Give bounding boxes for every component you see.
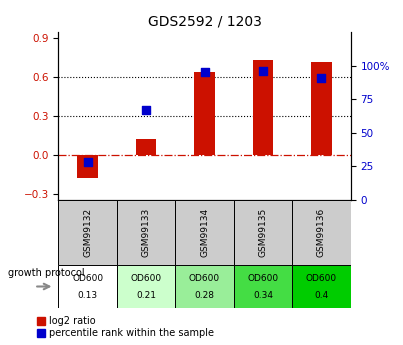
Text: 0.21: 0.21	[136, 292, 156, 300]
Text: 0.4: 0.4	[314, 292, 328, 300]
Bar	[194, 72, 215, 155]
Bar	[58, 265, 117, 308]
Point	[318, 75, 325, 80]
Bar	[292, 265, 351, 308]
Point	[85, 160, 91, 165]
Bar	[234, 200, 292, 265]
Bar	[253, 60, 273, 155]
Text: OD600: OD600	[247, 274, 278, 283]
Text: OD600: OD600	[131, 274, 162, 283]
Bar	[292, 200, 351, 265]
Text: OD600: OD600	[72, 274, 103, 283]
Legend: log2 ratio, percentile rank within the sample: log2 ratio, percentile rank within the s…	[37, 316, 214, 338]
Text: 0.13: 0.13	[78, 292, 98, 300]
Text: GSM99136: GSM99136	[317, 208, 326, 257]
Text: GSM99133: GSM99133	[141, 208, 151, 257]
Text: GSM99134: GSM99134	[200, 208, 209, 257]
Bar	[58, 200, 117, 265]
Point	[260, 68, 266, 74]
Text: 0.28: 0.28	[195, 292, 214, 300]
Text: growth protocol: growth protocol	[8, 268, 85, 278]
Bar	[175, 200, 234, 265]
Bar	[117, 200, 175, 265]
Text: OD600: OD600	[189, 274, 220, 283]
Bar	[311, 62, 332, 155]
Title: GDS2592 / 1203: GDS2592 / 1203	[147, 14, 262, 28]
Bar	[117, 265, 175, 308]
Text: 0.34: 0.34	[253, 292, 273, 300]
Text: GSM99135: GSM99135	[258, 208, 268, 257]
Bar	[175, 265, 234, 308]
Bar	[77, 155, 98, 178]
Bar	[136, 139, 156, 155]
Point	[202, 70, 208, 75]
Text: GSM99132: GSM99132	[83, 208, 92, 257]
Point	[143, 107, 149, 113]
Bar	[234, 265, 292, 308]
Text: OD600: OD600	[306, 274, 337, 283]
